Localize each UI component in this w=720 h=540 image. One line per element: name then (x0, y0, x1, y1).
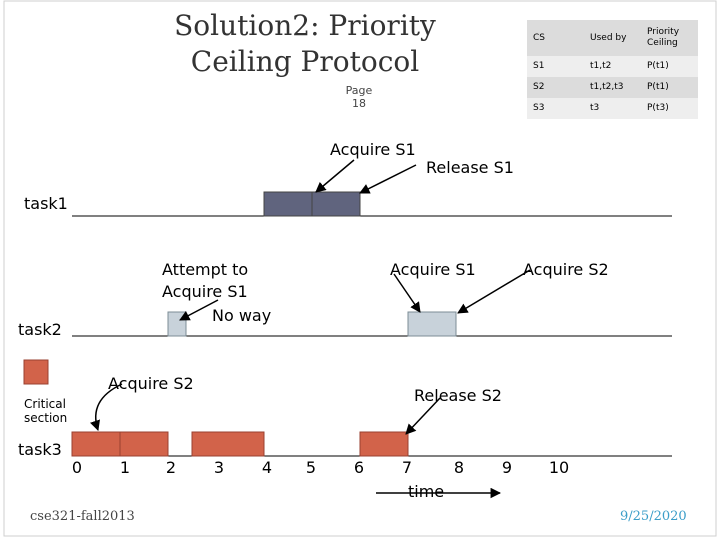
table-cell: P(t1) (641, 77, 698, 98)
tick-label: 10 (548, 458, 570, 477)
task3-label: task3 (18, 440, 62, 459)
footer-date: 9/25/2020 (620, 509, 687, 524)
time-axis-label: time (408, 482, 445, 501)
acquire-s1-task2-arrow (393, 273, 421, 313)
table-row: S3 t3 P(t3) (527, 98, 698, 119)
no-way-label: No way (212, 306, 272, 325)
task2-block (407, 311, 457, 337)
table-cell: S1 (527, 56, 584, 77)
table-header-cell: CS (527, 20, 584, 56)
acquire-s2-task2-label: Acquire S2 (523, 260, 609, 279)
task1-critical-block (263, 191, 313, 217)
task3-block (71, 431, 121, 457)
table-cell: P(t1) (641, 56, 698, 77)
critical-section-legend-swatch (23, 359, 49, 385)
task2-block (167, 311, 187, 337)
table-cell: t3 (584, 98, 641, 119)
attempt-label-line1: Attempt to (162, 260, 249, 279)
title-line-1: Solution2: Priority (174, 9, 436, 42)
slide-title: Solution2: Priority Ceiling Protocol (150, 8, 460, 80)
task1-label: task1 (24, 194, 68, 213)
acquire-s2-task3-label: Acquire S2 (108, 374, 194, 393)
task3-block (191, 431, 265, 457)
tick-label: 0 (71, 458, 83, 477)
attempt-label-line2: Acquire S1 (162, 282, 248, 301)
tick-label: 2 (165, 458, 177, 477)
tick-label: 6 (353, 458, 365, 477)
table-cell: t1,t2 (584, 56, 641, 77)
priority-ceiling-table: CS Used by Priority Ceiling S1 t1,t2 P(t… (527, 20, 698, 119)
table-header-cell: Priority Ceiling (641, 20, 698, 56)
tick-label: 9 (501, 458, 513, 477)
tick-label: 7 (401, 458, 413, 477)
task1-critical-block (311, 191, 361, 217)
release-s1-label: Release S1 (426, 158, 514, 177)
tick-label: 1 (119, 458, 131, 477)
release-s2-label: Release S2 (414, 386, 502, 405)
acquire-s2-task2-arrow (457, 269, 531, 314)
acquire-s1-task1-label: Acquire S1 (330, 140, 416, 159)
release-s1-arrow (359, 164, 417, 194)
tick-label: 3 (213, 458, 225, 477)
tick-label: 5 (305, 458, 317, 477)
release-s2-arrow (405, 397, 441, 435)
table-row: S1 t1,t2 P(t1) (527, 56, 698, 77)
table-header-cell: Used by (584, 20, 641, 56)
critical-section-label: Critical section (24, 397, 68, 425)
table-row: S2 t1,t2,t3 P(t1) (527, 77, 698, 98)
table-header-row: CS Used by Priority Ceiling (527, 20, 698, 56)
task3-block (119, 431, 169, 457)
table-cell: t1,t2,t3 (584, 77, 641, 98)
acquire-s2-task3-arrow (90, 383, 123, 431)
tick-label: 4 (261, 458, 273, 477)
footer-course: cse321-fall2013 (30, 509, 135, 524)
title-line-2: Ceiling Protocol (190, 45, 420, 78)
page-number: 18 (352, 97, 366, 110)
table-cell: S3 (527, 98, 584, 119)
attempt-arrow (179, 299, 219, 321)
acquire-s1-task1-arrow (315, 159, 355, 193)
task2-label: task2 (18, 320, 62, 339)
tick-label: 8 (453, 458, 465, 477)
acquire-s1-task2-label: Acquire S1 (390, 260, 476, 279)
page-number-badge: Page 18 (344, 84, 374, 110)
table-cell: P(t3) (641, 98, 698, 119)
page-label: Page (345, 84, 373, 97)
task3-block (359, 431, 409, 457)
table-cell: S2 (527, 77, 584, 98)
